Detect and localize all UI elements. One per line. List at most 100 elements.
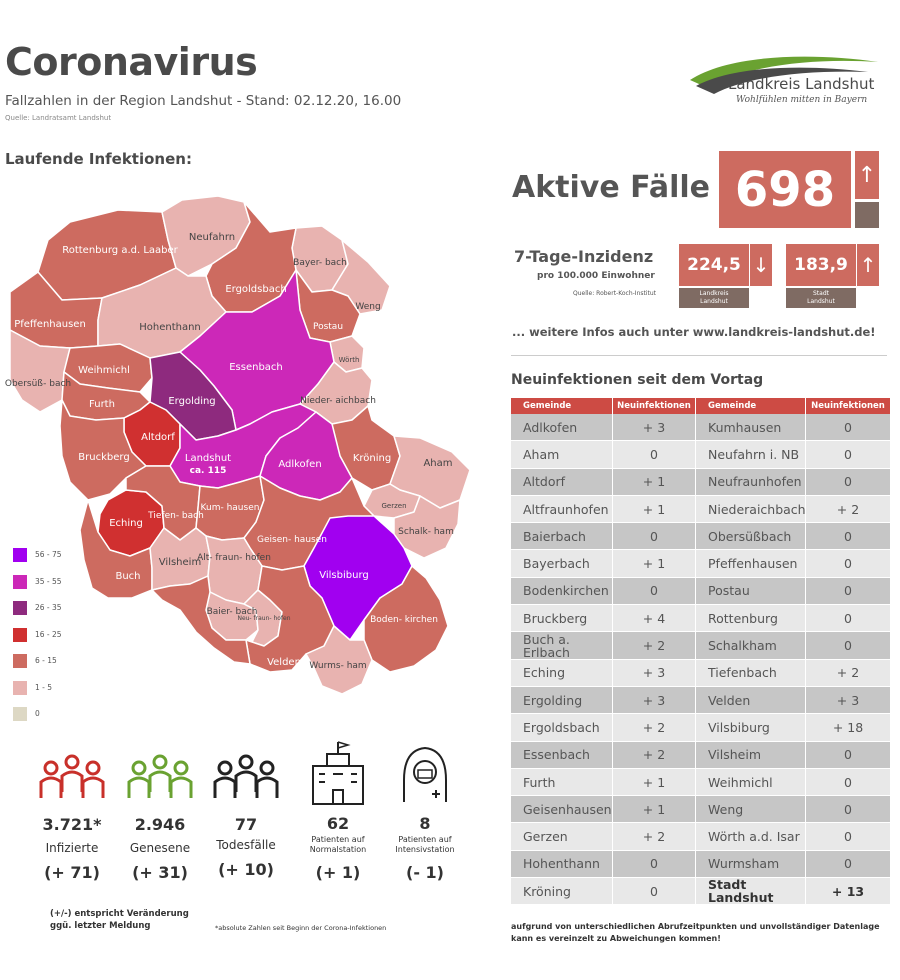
table-row: Ergolding + 3 Velden + 3 [511,686,891,715]
legend-label: 0 [35,709,40,718]
table-cell: + 1 [613,768,696,797]
table-row: Eching + 3 Tiefenbach + 2 [511,659,891,687]
table-cell: Kröning [511,878,613,906]
label-obersuessbach: Obersüß- bach [5,379,71,389]
stat-value: 77 [234,815,258,834]
table-cell: + 4 [613,605,696,633]
table-cell: Geisenhausen [511,796,613,824]
label-eching: Eching [109,518,143,529]
landkreis-logo-icon [690,56,878,94]
table-cell: Gerzen [511,823,613,851]
table-cell: + 3 [613,659,696,687]
table-header-cell: Neuinfektionen [613,398,696,414]
region-wurmsham [305,625,373,695]
table-cell: + 2 [613,714,696,742]
district-map: Rottenburg a.d. Laaber Neufahrn Bayer- b… [5,195,471,695]
table-cell: 0 [806,823,891,851]
table-cell: Neufahrn i. NB [696,441,806,469]
footnote-change: (+/-) entspricht Veränderung ggü. letzte… [50,908,189,932]
table-cell: 0 [613,850,696,879]
more-info-link[interactable]: ... weitere Infos auch unter www.landkre… [512,325,876,339]
label-velden: Velden [267,657,301,668]
label-altdorf: Altdorf [141,432,175,443]
table-cell: 0 [806,632,891,660]
table-cell: 0 [806,768,891,797]
label-bodenkirchen: Boden- kirchen [370,615,438,625]
table-cell: Bayerbach [511,550,613,578]
table-cell: + 13 [806,878,891,906]
table-cell: Weng [696,796,806,824]
label-kroening: Kröning [353,453,391,464]
arrow-down-icon: ↓ [750,244,772,286]
table-header-row: Gemeinde Neuinfektionen Gemeinde Neuinfe… [511,398,891,414]
table-cell: + 3 [613,686,696,715]
legend-swatch [13,707,27,721]
active-cases-label: Aktive Fälle [512,170,711,205]
table-row: Gerzen + 2 Wörth a.d. Isar 0 [511,823,891,851]
table-row: Bruckberg + 4 Rottenburg 0 [511,605,891,633]
table-cell: Adlkofen [511,414,613,442]
table-cell: 0 [806,414,891,442]
logo-slogan: Wohlfühlen mitten in Bayern [736,95,868,105]
label-pfeffenhausen: Pfeffenhausen [14,319,86,330]
table-cell: Kumhausen [696,414,806,442]
table-cell: 0 [806,577,891,606]
arrow-up-icon: ↑ [855,151,879,199]
table-row: Ergoldsbach + 2 Vilsbiburg + 18 [511,714,891,742]
table-cell: Ergoldsbach [511,714,613,742]
region-tail [151,575,251,665]
label-baierbach: Baier- bach [207,607,258,617]
table-cell: 0 [613,878,696,906]
table-cell: 0 [806,468,891,496]
table-cell: 0 [613,523,696,551]
table-row: Bayerbach + 1 Pfeffenhausen 0 [511,550,891,578]
table-cell: Stadt Landshut [696,878,806,906]
table-row: Altfraunhofen + 1 Niederaichbach + 2 [511,495,891,524]
table-cell: 0 [613,577,696,606]
label-altfraunhofen: Alt- fraun- hofen [197,553,271,563]
table-cell: Vilsbiburg [696,714,806,742]
table-row: Aham 0 Neufahrn i. NB 0 [511,441,891,469]
label-schalkham: Schalk- ham [398,527,454,537]
legend-swatch [13,680,27,695]
label-ergolding: Ergolding [168,396,215,407]
table-body: Adlkofen + 3 Kumhausen 0 Aham 0 Neufahrn i. NB… [511,414,891,906]
new-infections-heading: Neuinfektionen seit dem Vortag [511,372,764,388]
label-furth: Furth [89,399,115,410]
incidence-sub: pro 100.000 Einwohner [537,271,655,281]
table-row: Bodenkirchen 0 Postau 0 [511,577,891,606]
footnote-disclaimer: aufgrund von unterschiedlichen Abrufzeit… [511,921,896,945]
table-cell: Bruckberg [511,605,613,633]
label-wurmsham: Wurms- ham [309,661,366,671]
table-cell: Eching [511,659,613,687]
stat-change: (+ 1) [315,863,361,882]
label-tiefenbach: Tiefen- bach [147,511,204,521]
table-cell: Bodenkirchen [511,577,613,606]
stat-label: Patienten auf Intensivstation [395,835,455,854]
infections-heading: Laufende Infektionen: [5,150,192,168]
label-ergoldsbach: Ergoldsbach [225,284,286,295]
label-niederaichbach: Nieder- aichbach [300,396,376,406]
table-row: Geisenhausen + 1 Weng 0 [511,796,891,824]
table-cell: Ergolding [511,686,613,715]
label-vilsheim: Vilsheim [159,557,201,568]
tag-line: Landkreis [699,290,729,297]
page-title: Coronavirus [5,40,258,84]
footnote-line: kann es vereinzelt zu Abweichungen komme… [511,934,721,943]
label-weihmichl: Weihmichl [78,365,130,376]
table-cell: + 2 [806,659,891,687]
label-woerth: Wörth [339,356,360,364]
new-infections-table: Gemeinde Neuinfektionen Gemeinde Neuinfe… [511,398,891,906]
stat-change: (- 1) [406,863,444,882]
table-cell: 0 [806,605,891,633]
table-cell: Furth [511,768,613,797]
footnote-line: aufgrund von unterschiedlichen Abrufzeit… [511,922,880,931]
table-header-cell: Gemeinde [511,398,613,414]
stat-value: 8 [419,814,431,833]
table-cell: Obersüßbach [696,523,806,551]
label-landshut: Landshut [185,453,231,464]
table-cell: Velden [696,686,806,715]
table-cell: + 1 [613,495,696,524]
table-cell: + 2 [613,741,696,769]
label-hohenthann: Hohenthann [139,322,201,333]
